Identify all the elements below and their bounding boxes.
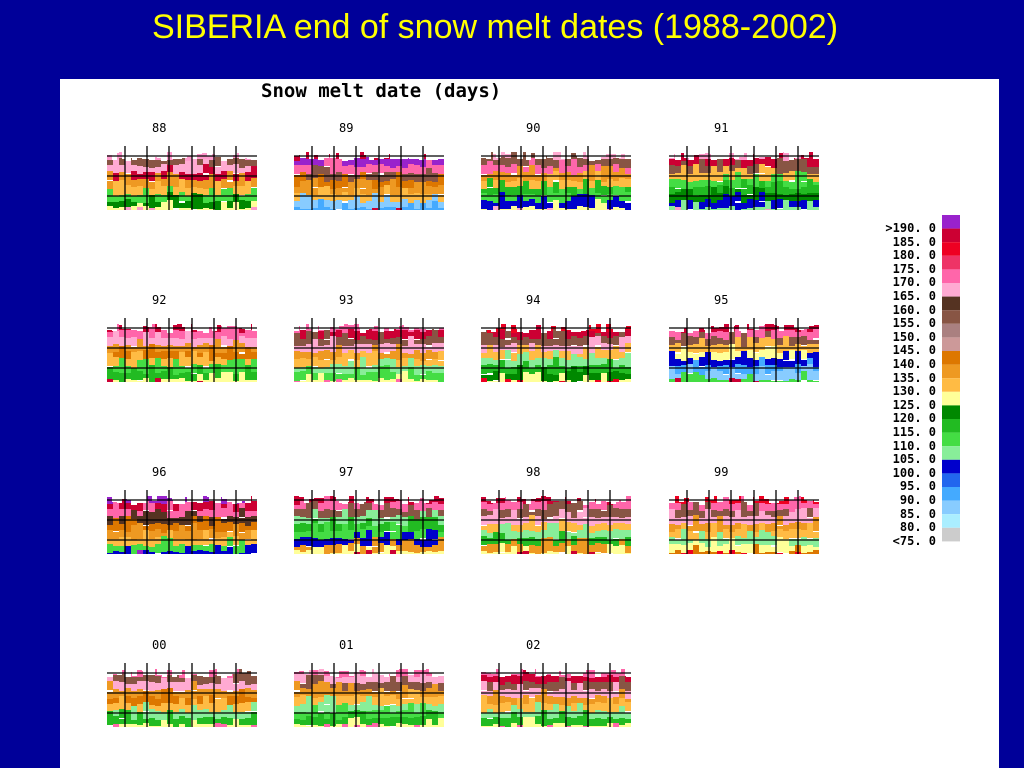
legend-swatch [942,527,960,542]
legend-label: 150. 0 [892,329,936,344]
snow-melt-map [481,663,631,727]
legend-swatch [942,351,960,365]
map-year-label: 94 [526,293,541,307]
legend-swatch [942,310,960,324]
legend-label: 100. 0 [892,465,936,480]
legend-label: 170. 0 [892,275,936,290]
legend-swatch [942,364,960,379]
snow-melt-map [107,490,257,554]
legend-label: 160. 0 [892,302,936,317]
legend-swatch [942,378,960,392]
map-year-label: 88 [152,121,167,135]
legend-label: 80. 0 [899,520,936,535]
map-year-label: 01 [339,638,354,652]
map-year-label: 99 [714,465,729,479]
map-year-label: 00 [152,638,167,652]
legend-label: >190. 0 [885,221,936,235]
map-year-label: 97 [339,465,354,479]
legend-swatch [942,391,960,406]
legend-label: 185. 0 [892,234,936,249]
snow-melt-map [107,663,257,727]
map-year-label: 96 [152,465,167,479]
figure-panel: Snow melt date (days) 88 89 90 91 92 93 94 95 96… [60,79,999,768]
slide-title: SIBERIA end of snow melt dates (1988-200… [151,8,839,46]
legend-swatch [942,459,960,474]
snow-melt-map [294,490,444,554]
snow-melt-map [669,490,819,554]
legend-swatch [942,405,960,419]
snow-melt-map [294,663,444,727]
map-year-label: 89 [339,121,354,135]
legend-swatch [942,337,960,351]
legend-swatch [942,432,960,447]
legend-label: 90. 0 [899,493,936,507]
map-year-label: 90 [526,121,541,135]
snow-melt-map [669,146,819,210]
map-year-label: 92 [152,293,167,307]
legend-label: 125. 0 [892,397,936,412]
map-year-label: 95 [714,293,729,307]
legend-label: 135. 0 [892,370,936,385]
legend-label: 120. 0 [892,411,936,426]
legend-label: 140. 0 [892,357,936,371]
legend-label: 180. 0 [892,248,936,263]
figure-title: Snow melt date (days) [261,80,502,102]
legend-swatch [942,242,960,256]
legend-swatch [942,473,960,487]
snow-melt-map [107,146,257,210]
legend-swatch [942,500,960,515]
legend-swatch [942,269,960,283]
snow-melt-map [294,146,444,210]
legend-swatch [942,228,960,243]
snow-melt-map [669,318,819,382]
legend-label: 85. 0 [899,506,936,521]
legend-label: <75. 0 [892,533,936,548]
legend-label: 130. 0 [892,384,936,399]
legend-swatch [942,215,960,229]
snow-melt-map [294,318,444,382]
legend-label: 95. 0 [899,479,936,494]
legend-label: 110. 0 [892,438,936,453]
map-year-label: 98 [526,465,541,479]
snow-melt-map [107,318,257,382]
legend-label: 175. 0 [892,261,936,276]
color-legend-bar [942,215,960,542]
legend-swatch [942,283,960,297]
snow-melt-map [481,318,631,382]
legend-label: 165. 0 [892,289,936,303]
legend-swatch [942,514,960,528]
legend-swatch [942,446,960,460]
legend-label: 155. 0 [892,316,936,331]
snow-melt-map [481,490,631,554]
map-year-label: 93 [339,293,354,307]
snow-melt-map [481,146,631,210]
legend-label: 115. 0 [892,425,936,439]
legend-label: 145. 0 [892,343,936,358]
legend-swatch [942,255,960,270]
legend-swatch [942,296,960,311]
map-year-label: 02 [526,638,541,652]
map-year-label: 91 [714,121,729,135]
legend-label: 105. 0 [892,452,936,467]
legend-swatch [942,419,960,433]
legend-swatch [942,323,960,338]
legend-swatch [942,487,960,501]
